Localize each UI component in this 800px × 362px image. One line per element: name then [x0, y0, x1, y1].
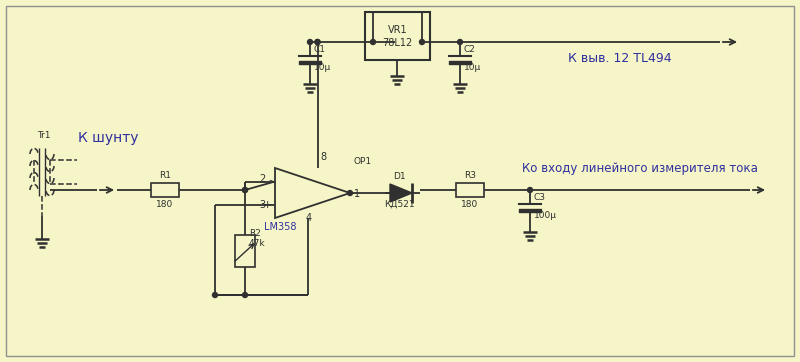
Text: +: + — [262, 201, 272, 210]
Text: -: - — [268, 176, 272, 185]
Text: Ко входу линейного измерителя тока: Ко входу линейного измерителя тока — [522, 162, 758, 175]
Circle shape — [242, 188, 247, 193]
Circle shape — [419, 39, 425, 45]
Text: R1: R1 — [159, 171, 171, 180]
Text: 47k: 47k — [249, 239, 266, 248]
Text: К выв. 12 TL494: К выв. 12 TL494 — [568, 52, 672, 65]
Circle shape — [307, 39, 313, 45]
Text: 78L12: 78L12 — [382, 38, 413, 48]
Circle shape — [315, 39, 320, 45]
Polygon shape — [390, 184, 412, 202]
Text: 4: 4 — [306, 213, 312, 223]
Bar — [365, 12, 430, 60]
Text: 100μ: 100μ — [534, 211, 557, 220]
Text: Tr1: Tr1 — [38, 131, 50, 140]
Text: 180: 180 — [156, 200, 174, 209]
Text: R2: R2 — [249, 228, 261, 237]
Text: OP1: OP1 — [354, 157, 372, 166]
Text: 10μ: 10μ — [314, 63, 331, 72]
Text: C2: C2 — [464, 46, 476, 55]
Text: LM358: LM358 — [264, 222, 296, 232]
Text: 1: 1 — [354, 189, 360, 199]
Circle shape — [242, 292, 247, 298]
Circle shape — [315, 39, 320, 45]
Text: К шунту: К шунту — [78, 131, 138, 145]
Text: D1: D1 — [393, 172, 406, 181]
Circle shape — [458, 39, 462, 45]
Text: C3: C3 — [534, 194, 546, 202]
Text: VR1: VR1 — [388, 25, 407, 35]
Bar — [235, 235, 255, 267]
Text: C1: C1 — [314, 46, 326, 55]
Circle shape — [213, 292, 218, 298]
Circle shape — [347, 190, 353, 195]
Circle shape — [527, 188, 533, 193]
Bar — [456, 183, 484, 197]
Circle shape — [370, 39, 375, 45]
Text: R3: R3 — [464, 171, 476, 180]
Text: 180: 180 — [462, 200, 478, 209]
Text: 2: 2 — [258, 174, 265, 185]
Text: 3: 3 — [259, 201, 265, 210]
Text: КД521: КД521 — [384, 200, 414, 209]
Circle shape — [242, 188, 247, 193]
Text: 8: 8 — [321, 152, 326, 162]
Bar — [151, 183, 179, 197]
Text: 10μ: 10μ — [464, 63, 482, 72]
